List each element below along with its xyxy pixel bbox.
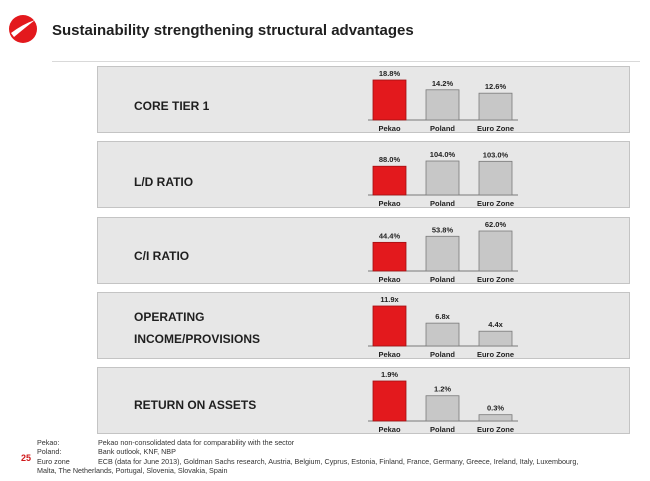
category-label: Poland <box>430 425 455 434</box>
category-label: Euro Zone <box>477 275 514 284</box>
data-label: 0.3% <box>487 404 504 413</box>
footnotes: Pekao: Pekao non-consolidated data for co… <box>37 438 642 475</box>
bar-pekao <box>372 241 407 272</box>
metric-panel: CORE TIER 1 18.8% Pekao 14.2% Poland 12.6% Eur… <box>97 66 630 133</box>
unicredit-logo-icon <box>8 14 38 44</box>
data-label: 53.8% <box>432 225 454 234</box>
data-label: 88.0% <box>379 155 401 164</box>
bar-euro-zone <box>478 330 513 347</box>
category-label: Euro Zone <box>477 425 514 434</box>
footnote-row: Pekao: Pekao non-consolidated data for co… <box>37 438 295 447</box>
bar-poland <box>425 322 460 347</box>
footnote-row: Euro zone ECB (data for June 2013), Goldm… <box>37 456 579 466</box>
footnote-row: Malta, The Netherlands, Portugal, Sloven… <box>37 465 228 475</box>
category-label: Poland <box>430 275 455 284</box>
category-label: Poland <box>430 350 455 359</box>
bar-chart: 1.9% Pekao 1.2% Poland 0.3% Euro Zone <box>368 368 526 435</box>
category-label: Pekao <box>378 275 401 284</box>
bar-chart: 88.0% Pekao 104.0% Poland 103.0% Euro Zone <box>368 142 526 209</box>
category-label: Pekao <box>378 350 401 359</box>
bar-chart: 18.8% Pekao 14.2% Poland 12.6% Euro Zone <box>368 67 526 134</box>
page-title: Sustainability strengthening structural … <box>52 22 414 39</box>
bar-poland <box>425 235 460 272</box>
data-label: 12.6% <box>485 82 507 91</box>
panel-label: C/I RATIO <box>134 249 190 263</box>
bar-euro-zone <box>478 230 513 272</box>
metric-panel: L/D RATIO 88.0% Pekao 104.0% Poland 103.0% Eur… <box>97 141 630 208</box>
panel-label: CORE TIER 1 <box>134 99 210 113</box>
panel-label: RETURN ON ASSETS <box>134 398 257 412</box>
metric-panel: C/I RATIO 44.4% Pekao 53.8% Poland 62.0% Euro … <box>97 217 630 284</box>
category-label: Euro Zone <box>477 199 514 208</box>
bar-poland <box>425 395 460 422</box>
data-label: 44.4% <box>379 231 401 240</box>
bar-chart: 44.4% Pekao 53.8% Poland 62.0% Euro Zone <box>368 218 526 285</box>
category-label: Poland <box>430 124 455 133</box>
metric-panel: RETURN ON ASSETS 1.9% Pekao 1.2% Poland 0.3% E… <box>97 367 630 434</box>
data-label: 11.9x <box>380 295 399 304</box>
data-label: 4.4x <box>488 320 503 329</box>
panel-label: L/D RATIO <box>134 175 194 189</box>
bar-euro-zone <box>478 414 513 422</box>
bar-poland <box>425 160 460 196</box>
data-label: 103.0% <box>483 150 509 159</box>
category-label: Poland <box>430 199 455 208</box>
title-divider <box>52 61 640 62</box>
bar-pekao <box>372 79 407 121</box>
data-label: 1.2% <box>434 385 451 394</box>
bar-euro-zone <box>478 92 513 121</box>
category-label: Euro Zone <box>477 124 514 133</box>
panel-label: OPERATING INCOME/PROVISIONS <box>134 310 261 346</box>
data-label: 1.9% <box>381 370 398 379</box>
bar-pekao <box>372 380 407 422</box>
bar-chart: 11.9x Pekao 6.8x Poland 4.4x Euro Zone <box>368 293 526 360</box>
page-number: 25 <box>21 453 32 463</box>
metric-panel: OPERATING INCOME/PROVISIONS 11.9x Pekao 6.8… <box>97 292 630 359</box>
data-label: 62.0% <box>485 220 507 229</box>
data-label: 18.8% <box>379 69 401 78</box>
bar-pekao <box>372 165 407 196</box>
category-label: Euro Zone <box>477 350 514 359</box>
data-label: 6.8x <box>435 312 450 321</box>
footnote-row: Poland: Bank outlook, KNF, NBP <box>37 447 176 457</box>
bar-euro-zone <box>478 160 513 196</box>
bar-pekao <box>372 305 407 347</box>
category-label: Pekao <box>378 199 401 208</box>
data-label: 104.0% <box>430 150 456 159</box>
data-label: 14.2% <box>432 79 454 88</box>
bar-poland <box>425 89 460 121</box>
category-label: Pekao <box>378 124 401 133</box>
category-label: Pekao <box>378 425 401 434</box>
